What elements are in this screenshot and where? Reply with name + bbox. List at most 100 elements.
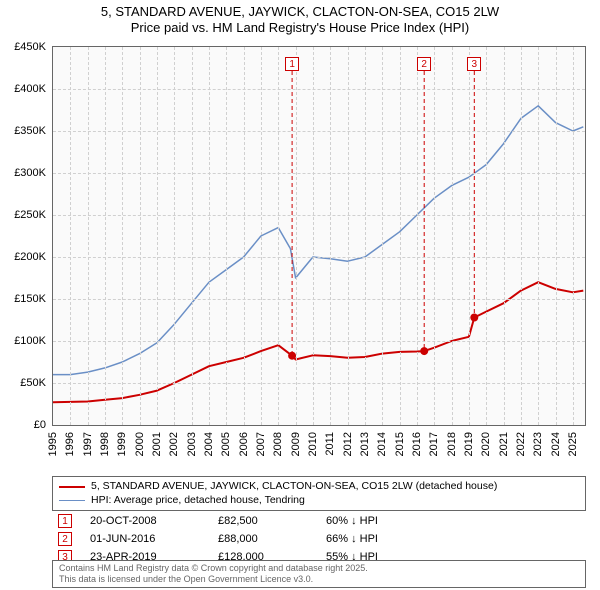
y-tick-label: £300K xyxy=(14,167,46,179)
gridline-vertical xyxy=(122,47,123,425)
title-block: 5, STANDARD AVENUE, JAYWICK, CLACTON-ON-… xyxy=(0,0,600,37)
sale-price: £82,500 xyxy=(218,515,308,527)
sale-hpi-delta: 60% ↓ HPI xyxy=(326,515,446,527)
gridline-horizontal xyxy=(53,89,585,90)
legend-label: 5, STANDARD AVENUE, JAYWICK, CLACTON-ON-… xyxy=(91,480,497,494)
gridline-vertical xyxy=(192,47,193,425)
gridline-vertical xyxy=(278,47,279,425)
y-tick-label: £450K xyxy=(14,41,46,53)
gridline-horizontal xyxy=(53,257,585,258)
x-tick-label: 2018 xyxy=(446,432,458,456)
gridline-vertical xyxy=(157,47,158,425)
x-tick-label: 2009 xyxy=(290,432,302,456)
legend-label: HPI: Average price, detached house, Tend… xyxy=(91,494,305,508)
x-tick-label: 2012 xyxy=(342,432,354,456)
sale-marker-box: 1 xyxy=(58,514,72,528)
x-tick-label: 1995 xyxy=(47,432,59,456)
sale-row: 2 01-JUN-2016 £88,000 66% ↓ HPI xyxy=(52,530,586,548)
annotation-box: 1 xyxy=(285,57,299,71)
gridline-vertical xyxy=(469,47,470,425)
plot-area: 1 2 3 xyxy=(52,46,586,426)
gridline-horizontal xyxy=(53,131,585,132)
gridline-vertical xyxy=(244,47,245,425)
x-tick-label: 2011 xyxy=(324,432,336,456)
gridline-vertical xyxy=(348,47,349,425)
x-tick-label: 1997 xyxy=(82,432,94,456)
x-tick-label: 2003 xyxy=(186,432,198,456)
x-tick-label: 2025 xyxy=(567,432,579,456)
gridline-horizontal xyxy=(53,383,585,384)
x-tick-label: 2014 xyxy=(376,432,388,456)
x-tick-label: 2024 xyxy=(550,432,562,456)
legend-swatch xyxy=(59,486,85,488)
x-tick-label: 2020 xyxy=(480,432,492,456)
footer: Contains HM Land Registry data © Crown c… xyxy=(52,560,586,588)
x-tick-label: 2008 xyxy=(272,432,284,456)
x-tick-label: 2022 xyxy=(515,432,527,456)
gridline-vertical xyxy=(365,47,366,425)
y-tick-label: £100K xyxy=(14,335,46,347)
gridline-vertical xyxy=(209,47,210,425)
x-tick-label: 2006 xyxy=(238,432,250,456)
x-tick-label: 1999 xyxy=(116,432,128,456)
gridline-horizontal xyxy=(53,299,585,300)
x-tick-label: 2002 xyxy=(168,432,180,456)
legend: 5, STANDARD AVENUE, JAYWICK, CLACTON-ON-… xyxy=(52,476,586,511)
x-tick-label: 2004 xyxy=(203,432,215,456)
title-line-1: 5, STANDARD AVENUE, JAYWICK, CLACTON-ON-… xyxy=(0,4,600,20)
gridline-vertical xyxy=(174,47,175,425)
x-axis-labels: 1995199619971998199920002001200220032004… xyxy=(52,428,586,474)
gridline-vertical xyxy=(417,47,418,425)
x-tick-label: 2013 xyxy=(359,432,371,456)
x-tick-label: 2017 xyxy=(428,432,440,456)
gridline-horizontal xyxy=(53,215,585,216)
gridline-vertical xyxy=(556,47,557,425)
gridline-vertical xyxy=(400,47,401,425)
gridline-vertical xyxy=(313,47,314,425)
x-tick-label: 2021 xyxy=(498,432,510,456)
y-tick-label: £250K xyxy=(14,209,46,221)
sales-table: 1 20-OCT-2008 £82,500 60% ↓ HPI 2 01-JUN-2016… xyxy=(52,512,586,566)
gridline-vertical xyxy=(573,47,574,425)
chart-svg xyxy=(53,47,585,425)
x-tick-label: 1998 xyxy=(99,432,111,456)
x-tick-label: 2016 xyxy=(411,432,423,456)
y-tick-label: £150K xyxy=(14,293,46,305)
gridline-vertical xyxy=(521,47,522,425)
gridline-vertical xyxy=(538,47,539,425)
sale-hpi-delta: 66% ↓ HPI xyxy=(326,533,446,545)
footer-line-1: Contains HM Land Registry data © Crown c… xyxy=(59,563,579,574)
x-tick-label: 1996 xyxy=(64,432,76,456)
legend-row: HPI: Average price, detached house, Tend… xyxy=(59,494,579,508)
gridline-horizontal xyxy=(53,173,585,174)
x-tick-label: 2007 xyxy=(255,432,267,456)
sale-marker-box: 2 xyxy=(58,532,72,546)
legend-row: 5, STANDARD AVENUE, JAYWICK, CLACTON-ON-… xyxy=(59,480,579,494)
sale-price: £88,000 xyxy=(218,533,308,545)
gridline-vertical xyxy=(261,47,262,425)
chart-container: 5, STANDARD AVENUE, JAYWICK, CLACTON-ON-… xyxy=(0,0,600,590)
gridline-vertical xyxy=(226,47,227,425)
x-tick-label: 2015 xyxy=(394,432,406,456)
x-tick-label: 2000 xyxy=(134,432,146,456)
annotation-box: 2 xyxy=(417,57,431,71)
gridline-vertical xyxy=(105,47,106,425)
x-tick-label: 2001 xyxy=(151,432,163,456)
y-tick-label: £400K xyxy=(14,83,46,95)
gridline-vertical xyxy=(88,47,89,425)
gridline-vertical xyxy=(504,47,505,425)
y-axis-labels: £0£50K£100K£150K£200K£250K£300K£350K£400… xyxy=(0,46,50,426)
title-line-2: Price paid vs. HM Land Registry's House … xyxy=(0,20,600,36)
gridline-vertical xyxy=(452,47,453,425)
legend-swatch xyxy=(59,500,85,501)
y-tick-label: £200K xyxy=(14,251,46,263)
annotation-box: 3 xyxy=(467,57,481,71)
x-tick-label: 2005 xyxy=(220,432,232,456)
sale-date: 01-JUN-2016 xyxy=(90,533,200,545)
gridline-vertical xyxy=(140,47,141,425)
gridline-vertical xyxy=(330,47,331,425)
sale-row: 1 20-OCT-2008 £82,500 60% ↓ HPI xyxy=(52,512,586,530)
gridline-vertical xyxy=(70,47,71,425)
gridline-vertical xyxy=(434,47,435,425)
sale-date: 20-OCT-2008 xyxy=(90,515,200,527)
